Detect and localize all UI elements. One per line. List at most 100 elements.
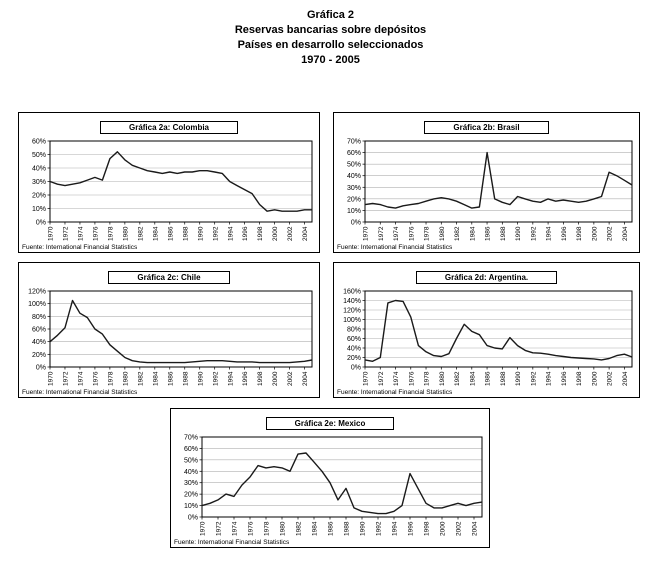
svg-text:1992: 1992 <box>376 521 383 536</box>
svg-text:1976: 1976 <box>93 371 100 386</box>
svg-text:1974: 1974 <box>78 371 85 386</box>
svg-text:1984: 1984 <box>152 371 159 386</box>
svg-text:30%: 30% <box>347 185 361 192</box>
svg-text:1974: 1974 <box>393 226 400 241</box>
svg-text:1996: 1996 <box>561 371 568 386</box>
svg-text:1986: 1986 <box>485 371 492 386</box>
svg-text:1986: 1986 <box>167 371 174 386</box>
svg-text:0%: 0% <box>36 220 46 227</box>
svg-text:1976: 1976 <box>408 371 415 386</box>
svg-text:30%: 30% <box>32 179 46 186</box>
svg-text:20%: 20% <box>32 352 46 359</box>
svg-text:1990: 1990 <box>515 226 522 241</box>
svg-text:1986: 1986 <box>485 226 492 241</box>
svg-text:1970: 1970 <box>363 226 370 241</box>
svg-text:1998: 1998 <box>257 226 264 241</box>
svg-text:1970: 1970 <box>48 371 55 386</box>
source-label: Fuente: International Financial Statisti… <box>337 244 453 251</box>
svg-text:1976: 1976 <box>248 521 255 536</box>
svg-text:1990: 1990 <box>515 371 522 386</box>
chart-panel-mexico: Gráfica 2e: Mexico 0% 10% 20% 30% 40% 50% 60% 7… <box>170 408 490 548</box>
svg-text:1998: 1998 <box>576 226 583 241</box>
svg-text:70%: 70% <box>184 435 198 442</box>
svg-text:2002: 2002 <box>607 371 614 386</box>
svg-text:50%: 50% <box>32 152 46 159</box>
svg-text:2004: 2004 <box>302 226 309 241</box>
chart-title-row: Gráfica 2a: Colombia <box>19 117 319 135</box>
chart-plot-argentina: 0% 20% 40% 60% 80% 100% 120% 140% 160% 1970 1972 19… <box>343 289 633 386</box>
svg-text:1984: 1984 <box>469 226 476 241</box>
svg-text:1988: 1988 <box>500 371 507 386</box>
svg-text:2000: 2000 <box>440 521 447 536</box>
svg-text:1970: 1970 <box>48 226 55 241</box>
svg-text:1972: 1972 <box>378 226 385 241</box>
svg-text:1998: 1998 <box>257 371 264 386</box>
chart-title-row: Gráfica 2b: Brasil <box>334 117 639 135</box>
svg-text:1976: 1976 <box>93 226 100 241</box>
svg-text:1996: 1996 <box>408 521 415 536</box>
svg-text:1972: 1972 <box>63 226 70 241</box>
svg-text:0%: 0% <box>36 365 46 372</box>
svg-text:1972: 1972 <box>63 371 70 386</box>
svg-text:2000: 2000 <box>272 371 279 386</box>
svg-text:1992: 1992 <box>530 226 537 241</box>
svg-text:1978: 1978 <box>107 371 114 386</box>
svg-text:1976: 1976 <box>408 226 415 241</box>
svg-text:140%: 140% <box>343 298 361 305</box>
svg-text:2002: 2002 <box>607 226 614 241</box>
svg-text:1984: 1984 <box>152 226 159 241</box>
chart-plot-brasil: 0% 10% 20% 30% 40% 50% 60% 70% 1970 1972 1974 1976 1… <box>347 139 633 241</box>
svg-text:1996: 1996 <box>561 226 568 241</box>
chart-plot-colombia: 0% 10% 20% 30% 40% 50% 60% 1970 1972 1974 1976 1978… <box>32 139 313 241</box>
svg-text:1988: 1988 <box>344 521 351 536</box>
figure-title-line-2: Reservas bancarias sobre depósitos <box>234 23 427 36</box>
svg-text:60%: 60% <box>32 327 46 334</box>
chart-title-mexico: Gráfica 2e: Mexico <box>265 417 395 430</box>
chart-title-argentina: Gráfica 2d: Argentina. <box>415 271 558 284</box>
svg-text:1994: 1994 <box>546 371 553 386</box>
chart-plot-mexico: 0% 10% 20% 30% 40% 50% 60% 70% 1970 1972 1974 1976 1… <box>184 435 483 536</box>
svg-text:1992: 1992 <box>212 371 219 386</box>
svg-text:20%: 20% <box>32 193 46 200</box>
svg-text:1980: 1980 <box>280 521 287 536</box>
chart-panel-brasil: Gráfica 2b: Brasil 0% 10% 20% 30% 40% 50% 60% 7… <box>333 112 640 253</box>
svg-text:1970: 1970 <box>200 521 207 536</box>
svg-text:1978: 1978 <box>107 226 114 241</box>
svg-text:1998: 1998 <box>424 521 431 536</box>
svg-text:1978: 1978 <box>424 226 431 241</box>
svg-text:1980: 1980 <box>439 371 446 386</box>
svg-text:1990: 1990 <box>197 226 204 241</box>
svg-text:40%: 40% <box>347 346 361 353</box>
svg-text:1984: 1984 <box>469 371 476 386</box>
figure-title-line-3: Países en desarrollo seleccionados <box>237 38 424 51</box>
chart-title-colombia: Gráfica 2a: Colombia <box>99 121 239 134</box>
svg-text:40%: 40% <box>32 166 46 173</box>
svg-text:60%: 60% <box>347 150 361 157</box>
chart-title-row: Gráfica 2c: Chile <box>19 267 319 285</box>
figure-title-line-4: 1970 - 2005 <box>301 53 360 66</box>
svg-text:1970: 1970 <box>363 371 370 386</box>
svg-text:1972: 1972 <box>216 521 223 536</box>
svg-text:2004: 2004 <box>622 226 629 241</box>
svg-text:1982: 1982 <box>137 226 144 241</box>
chart-title-chile: Gráfica 2c: Chile <box>108 271 230 284</box>
svg-text:2004: 2004 <box>622 371 629 386</box>
source-label: Fuente: International Financial Statisti… <box>174 539 290 546</box>
svg-text:1986: 1986 <box>167 226 174 241</box>
svg-text:1982: 1982 <box>296 521 303 536</box>
chart-panel-colombia: Gráfica 2a: Colombia 0% 10% 20% 30% 40% 50% 60… <box>18 112 320 253</box>
svg-text:50%: 50% <box>184 457 198 464</box>
svg-text:1986: 1986 <box>328 521 335 536</box>
svg-text:70%: 70% <box>347 139 361 146</box>
svg-text:1980: 1980 <box>439 226 446 241</box>
svg-text:1978: 1978 <box>424 371 431 386</box>
svg-text:2004: 2004 <box>302 371 309 386</box>
svg-text:1980: 1980 <box>122 226 129 241</box>
svg-text:2004: 2004 <box>472 521 479 536</box>
source-label: Fuente: International Financial Statisti… <box>22 244 138 251</box>
svg-text:1990: 1990 <box>360 521 367 536</box>
chart-panel-chile: Gráfica 2c: Chile 0% 20% 40% 60% 80% 100% 120%… <box>18 262 320 398</box>
svg-text:1988: 1988 <box>500 226 507 241</box>
svg-text:1998: 1998 <box>576 371 583 386</box>
svg-text:2002: 2002 <box>287 371 294 386</box>
